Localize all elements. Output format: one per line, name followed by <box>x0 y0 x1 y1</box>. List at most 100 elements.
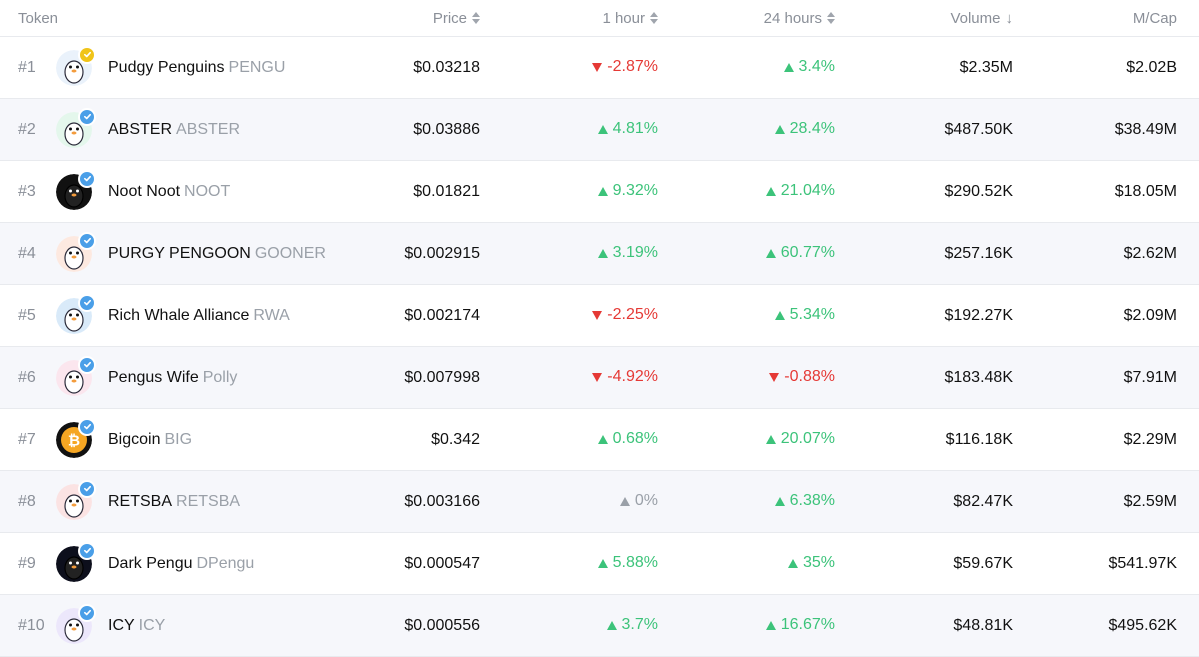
token-avatar <box>56 231 96 272</box>
change-1h-value: -2.87% <box>607 58 658 76</box>
change-24h-value: 5.34% <box>789 306 835 324</box>
column-header-24-hours[interactable]: 24 hours <box>658 10 835 27</box>
token-name[interactable]: PURGY PENGOON <box>108 244 251 262</box>
token-cell: #10 ICY ICY <box>0 603 330 644</box>
token-name[interactable]: ICY <box>108 616 135 634</box>
token-symbol: ABSTER <box>176 120 241 138</box>
token-symbol: DPengu <box>196 554 255 572</box>
table-row[interactable]: #8 RETSBA RETSBA $0.003166 0% 6.38% $82.47K $2.… <box>0 471 1199 533</box>
table-row[interactable]: #1 Pudgy Penguins PENGU $0.03218 -2.87% 3.4% $… <box>0 37 1199 99</box>
change-1h-cell: 3.19% <box>480 244 658 263</box>
triangle-up-icon <box>765 248 776 258</box>
verified-badge-icon <box>78 231 96 250</box>
column-header-price[interactable]: Price <box>330 10 480 27</box>
sort-descending-icon: ↓ <box>1005 9 1014 27</box>
volume-cell: $2.35M <box>959 58 1013 76</box>
token-avatar <box>56 541 96 582</box>
triangle-down-icon <box>769 372 780 382</box>
verified-badge-icon <box>78 107 96 126</box>
column-header-1-hour-label: 1 hour <box>602 9 645 27</box>
token-name[interactable]: Bigcoin <box>108 430 161 448</box>
column-header-volume-label: Volume <box>950 9 1001 27</box>
token-name[interactable]: ABSTER <box>108 120 173 138</box>
change-24h-value: 6.38% <box>789 492 835 510</box>
change-1h-value: -4.92% <box>607 368 658 386</box>
token-symbol: GOONER <box>254 244 326 262</box>
triangle-up-icon <box>597 124 608 134</box>
table-row[interactable]: #6 Pengus Wife Polly $0.007998 -4.92% -0.88% $… <box>0 347 1199 409</box>
change-24h-cell: 28.4% <box>658 120 835 139</box>
column-header-mcap-label: M/Cap <box>1132 9 1177 27</box>
rank: #4 <box>18 244 36 262</box>
change-24h-value: 60.77% <box>780 244 835 262</box>
triangle-up-icon <box>597 558 608 568</box>
column-header-volume[interactable]: Volume ↓ <box>835 10 1013 27</box>
token-name[interactable]: Pudgy Penguins <box>108 58 225 76</box>
token-cell: #3 Noot Noot NOOT <box>0 169 330 210</box>
token-avatar <box>56 479 96 520</box>
triangle-up-icon <box>597 248 608 258</box>
volume-cell: $59.67K <box>953 554 1013 572</box>
token-name[interactable]: Noot Noot <box>108 182 181 200</box>
rank: #7 <box>18 430 36 448</box>
verified-badge-icon <box>78 169 96 188</box>
verified-badge-icon <box>78 355 96 374</box>
table-row[interactable]: #2 ABSTER ABSTER $0.03886 4.81% 28.4% $487.50K… <box>0 99 1199 161</box>
change-24h-cell: 21.04% <box>658 182 835 201</box>
table-row[interactable]: #9 Dark Pengu DPengu $0.000547 5.88% 35% $59.6… <box>0 533 1199 595</box>
rank: #5 <box>18 306 36 324</box>
change-24h-cell: 5.34% <box>658 306 835 325</box>
triangle-up-icon <box>774 496 785 506</box>
table-row[interactable]: #7 ₿ Bigcoin BIG $0.342 0.68% 20.07% $116.18K $2… <box>0 409 1199 471</box>
token-cell: #7 ₿ Bigcoin BIG <box>0 417 330 458</box>
triangle-up-icon <box>597 434 608 444</box>
volume-cell: $116.18K <box>945 430 1013 448</box>
rank: #1 <box>18 58 36 76</box>
change-1h-cell: 0% <box>480 492 658 511</box>
token-name[interactable]: Dark Pengu <box>108 554 193 572</box>
change-24h-cell: 60.77% <box>658 244 835 263</box>
token-avatar <box>56 45 96 86</box>
token-avatar <box>56 603 96 644</box>
verified-badge-icon <box>78 479 96 498</box>
change-1h-value: 5.88% <box>612 554 658 572</box>
token-avatar: ₿ <box>56 417 96 458</box>
table-row[interactable]: #4 PURGY PENGOON GOONER $0.002915 3.19% 60.77… <box>0 223 1199 285</box>
token-name[interactable]: Rich Whale Alliance <box>108 306 250 324</box>
token-cell: #9 Dark Pengu DPengu <box>0 541 330 582</box>
volume-cell: $290.52K <box>944 182 1013 200</box>
svg-text:₿: ₿ <box>68 431 80 449</box>
change-1h-cell: 3.7% <box>480 616 658 635</box>
price-cell: $0.007998 <box>404 368 480 386</box>
token-avatar <box>56 169 96 210</box>
change-1h-value: 3.7% <box>621 616 658 634</box>
token-cell: #1 Pudgy Penguins PENGU <box>0 45 330 86</box>
verified-badge-icon <box>78 417 96 436</box>
triangle-up-icon <box>765 620 776 630</box>
triangle-down-icon <box>592 62 603 72</box>
column-header-1-hour[interactable]: 1 hour <box>480 10 658 27</box>
rank: #9 <box>18 554 36 572</box>
verified-badge-icon <box>78 293 96 312</box>
column-header-price-label: Price <box>432 9 467 27</box>
change-24h-cell: 16.67% <box>658 616 835 635</box>
token-name[interactable]: RETSBA <box>108 492 173 510</box>
mcap-cell: $7.91M <box>1123 368 1177 386</box>
column-header-token-label: Token <box>18 9 59 27</box>
table-row[interactable]: #5 Rich Whale Alliance RWA $0.002174 -2.25% 5… <box>0 285 1199 347</box>
triangle-up-icon <box>787 558 798 568</box>
column-header-mcap[interactable]: M/Cap <box>1013 10 1190 27</box>
volume-cell: $82.47K <box>953 492 1013 510</box>
triangle-up-icon <box>597 186 608 196</box>
token-cell: #4 PURGY PENGOON GOONER <box>0 231 330 272</box>
token-name[interactable]: Pengus Wife <box>108 368 199 386</box>
change-24h-cell: 3.4% <box>658 58 835 77</box>
triangle-up-icon <box>606 620 617 630</box>
price-cell: $0.000547 <box>404 554 480 572</box>
table-row[interactable]: #3 Noot Noot NOOT $0.01821 9.32% 21.04% $290.5… <box>0 161 1199 223</box>
change-24h-value: 20.07% <box>780 430 835 448</box>
table-row[interactable]: #10 ICY ICY $0.000556 3.7% 16.67% $48.81K $495.… <box>0 595 1199 657</box>
mcap-cell: $2.02B <box>1126 58 1177 76</box>
change-24h-value: 3.4% <box>798 58 835 76</box>
